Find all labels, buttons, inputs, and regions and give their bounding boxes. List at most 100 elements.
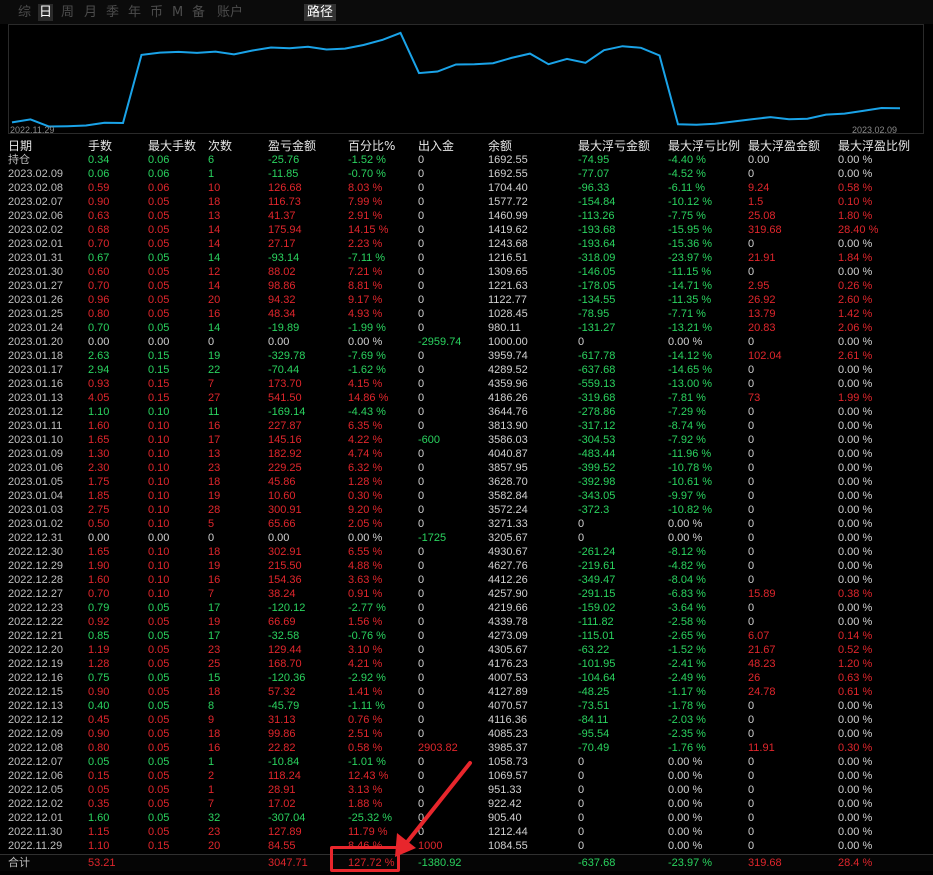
cell-balance: 922.42 <box>488 798 522 810</box>
cell-lots: 0.70 <box>88 588 110 600</box>
cell-max-float-profit: 0 <box>748 728 755 740</box>
cell-pnl: 17.02 <box>268 798 296 810</box>
tab-month[interactable]: 月 <box>83 5 97 20</box>
tab-year[interactable]: 年 <box>127 5 141 20</box>
cell-date: 2022.12.09 <box>8 728 64 740</box>
cell-deposit: 1000 <box>418 840 443 852</box>
table-row: 2022.12.22 0.92 0.05 19 66.69 1.56 % 0 4339.78 -… <box>0 615 933 629</box>
highlight-box <box>330 846 400 872</box>
cell-balance: 3813.90 <box>488 420 528 432</box>
cell-max-float-profit-pct: 0.00 % <box>838 266 873 278</box>
cell-balance: 4289.52 <box>488 364 528 376</box>
cell-max-float-profit-pct: 0.30 % <box>838 742 873 754</box>
cell-max-float-profit: 11.91 <box>748 742 775 754</box>
cell-balance: 4116.36 <box>488 714 527 726</box>
tab-week[interactable]: 周 <box>60 5 74 20</box>
cell-count: 18 <box>208 476 221 488</box>
cell-pnl: 300.91 <box>268 504 302 516</box>
cell-max-lots: 0.10 <box>148 560 170 572</box>
cell-max-float-loss-pct: -1.76 % <box>668 742 706 754</box>
cell-max-float-profit-pct: 0.00 % <box>838 406 873 418</box>
cell-pnl: 229.25 <box>268 462 302 474</box>
table-row: 2022.12.13 0.40 0.05 8 -45.79 -1.11 % 0 4070.57… <box>0 699 933 713</box>
cell-date: 2022.12.08 <box>8 742 64 754</box>
cell-max-float-profit: 0.00 <box>748 154 770 166</box>
cell-max-float-loss-pct: -8.12 % <box>668 546 706 558</box>
cell-max-float-loss: -48.25 <box>578 686 610 698</box>
cell-count: 23 <box>208 644 221 656</box>
tab-day[interactable]: 日 <box>38 4 53 21</box>
table-row: 2022.12.06 0.15 0.05 2 118.24 12.43 % 0 1069.57… <box>0 769 933 783</box>
cell-max-float-loss-pct: -2.58 % <box>668 616 706 628</box>
cell-lots: 0.70 <box>88 238 110 250</box>
cell-percent: -1.99 % <box>348 322 386 334</box>
cell-lots: 0.67 <box>88 252 110 264</box>
cell-date: 2023.01.06 <box>8 462 64 474</box>
cell-max-float-profit-pct: 0.00 % <box>838 784 873 796</box>
cell-date: 2022.12.23 <box>8 602 64 614</box>
cell-max-float-profit: 0 <box>748 798 755 810</box>
cell-max-lots: 0.05 <box>148 700 170 712</box>
cell-max-float-loss: -278.86 <box>578 406 616 418</box>
cell-max-float-profit-pct: 2.61 % <box>838 350 873 362</box>
tab-currency[interactable]: 币 <box>149 5 163 20</box>
cell-pnl: 99.86 <box>268 728 296 740</box>
cell-max-float-loss: -193.68 <box>578 224 616 236</box>
cell-deposit: 0 <box>418 812 425 824</box>
tab-notes[interactable]: 备 <box>191 5 205 20</box>
tab-m[interactable]: M <box>172 5 184 20</box>
cell-pnl: -25.76 <box>268 154 300 166</box>
cell-pnl: 0.00 <box>268 532 290 544</box>
table-row: 持仓 0.34 0.06 6 -25.76 -1.52 % 0 1692.55 -74.95 -4… <box>0 153 933 167</box>
cell-balance: 4339.78 <box>488 616 528 628</box>
cell-max-lots: 0.05 <box>148 308 170 320</box>
cell-max-float-loss: 最大浮亏金额 <box>578 139 651 153</box>
cell-percent: 0.76 % <box>348 714 383 726</box>
cell-max-float-loss-pct: -8.74 % <box>668 420 706 432</box>
cell-lots: 0.75 <box>88 672 110 684</box>
cell-percent: -25.32 % <box>348 812 393 824</box>
cell-percent: 2.91 % <box>348 210 383 222</box>
cell-pnl: -329.78 <box>268 350 306 362</box>
cell-count: 14 <box>208 252 221 264</box>
cell-date: 2022.12.19 <box>8 658 64 670</box>
cell-max-float-profit: 6.07 <box>748 630 770 642</box>
cell-max-lots: 0.05 <box>148 266 170 278</box>
cell-max-float-loss: -159.02 <box>578 602 616 614</box>
cell-lots: 0.93 <box>88 378 110 390</box>
cell-percent: 8.03 % <box>348 182 383 194</box>
cell-date: 2023.01.24 <box>8 322 64 334</box>
tab-quarter[interactable]: 季 <box>105 5 119 20</box>
tab-summary[interactable]: 综 <box>17 5 31 20</box>
table-row: 2023.01.16 0.93 0.15 7 173.70 4.15 % 0 4359.96 -… <box>0 377 933 391</box>
cell-count: 18 <box>208 728 221 740</box>
cell-percent: 7.21 % <box>348 266 383 278</box>
cell-pnl: -70.44 <box>268 364 300 376</box>
cell-lots: 0.34 <box>88 154 110 166</box>
cell-count: 27 <box>208 392 221 404</box>
cell-percent: -7.11 % <box>348 252 386 264</box>
cell-max-lots: 0.10 <box>148 518 170 530</box>
cell-max-float-loss: -111.82 <box>578 616 614 628</box>
cell-max-float-profit-pct: 0.14 % <box>838 630 873 642</box>
cell-max-float-loss: -101.95 <box>578 658 616 670</box>
total-percent: 127.72 % <box>348 857 395 869</box>
total-row: 合计 53.21 3047.71 127.72 % -1380.92 -637.68 -23… <box>0 854 933 871</box>
cell-percent: 0.00 % <box>348 336 383 348</box>
cell-max-float-profit-pct: 1.80 % <box>838 210 873 222</box>
tab-path[interactable]: 路径 <box>304 4 337 21</box>
tab-account[interactable]: 账户 <box>216 5 243 20</box>
cell-max-float-profit-pct: 0.00 % <box>838 448 873 460</box>
cell-max-float-loss-pct: -14.12 % <box>668 350 713 362</box>
cell-pnl: 168.70 <box>268 658 302 670</box>
cell-date: 2022.12.05 <box>8 784 64 796</box>
cell-count: 次数 <box>208 139 233 153</box>
cell-max-float-loss-pct: -15.95 % <box>668 224 713 236</box>
cell-percent: 0.30 % <box>348 490 383 502</box>
cell-max-float-loss-pct: -1.17 % <box>668 686 706 698</box>
cell-pnl: 541.50 <box>268 392 302 404</box>
cell-balance: 1577.72 <box>488 196 528 208</box>
cell-max-float-loss: -131.27 <box>578 322 616 334</box>
cell-lots: 0.40 <box>88 700 110 712</box>
cell-date: 2023.01.16 <box>8 378 64 390</box>
